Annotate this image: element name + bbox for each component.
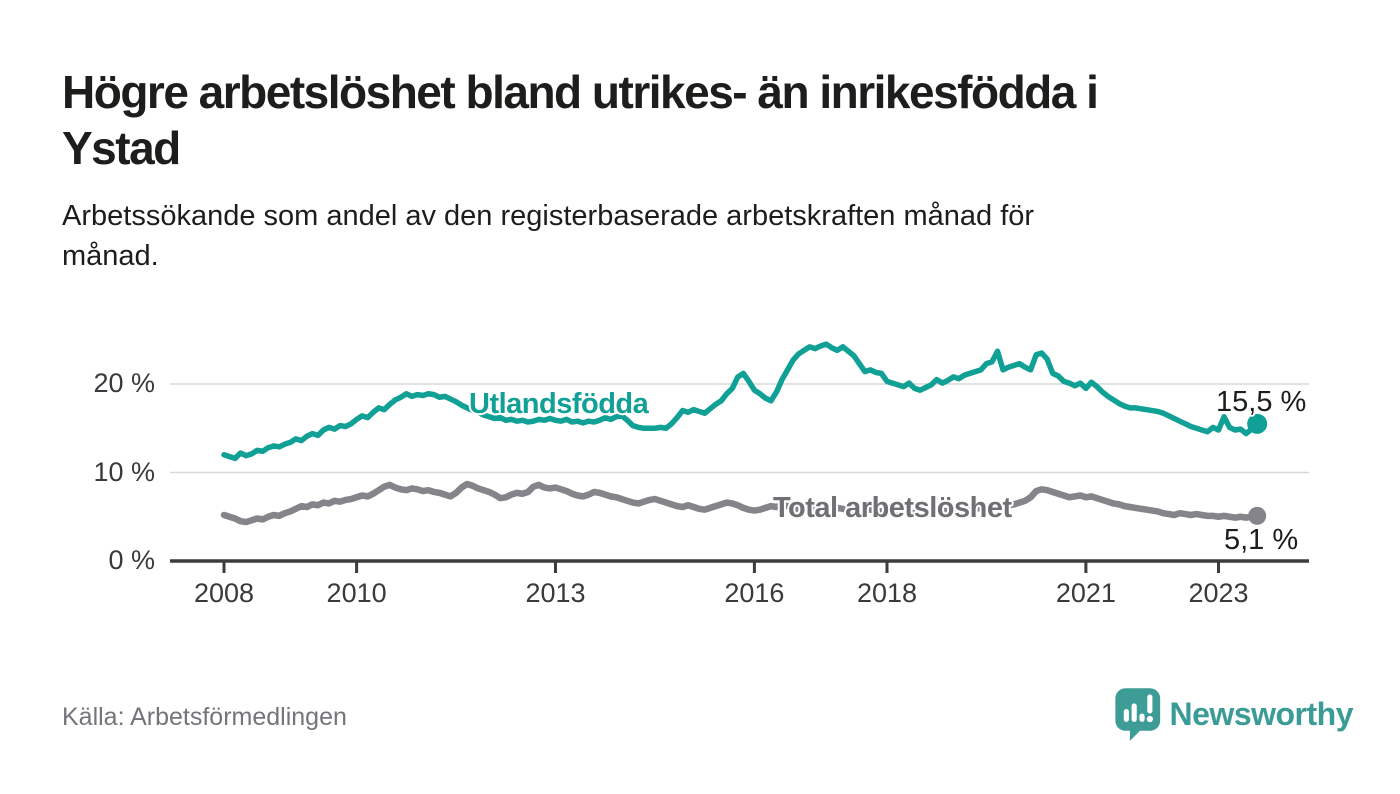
newsworthy-bubble-chart-icon <box>1115 688 1161 741</box>
y-tick-label: 20 % <box>93 368 155 398</box>
end-value-label-utlandsfodda: 15,5 % <box>1216 386 1307 418</box>
x-tick-label: 2016 <box>724 578 785 608</box>
end-value-label-total: 5,1 % <box>1224 524 1299 556</box>
series-label-utlandsfodda: Utlandsfödda <box>469 388 649 420</box>
x-tick-label: 2008 <box>193 578 255 608</box>
x-tick-label: 2018 <box>856 578 918 608</box>
page-title: Högre arbetslöshet bland utrikes- än inr… <box>62 66 1099 174</box>
y-tick-label: 10 % <box>93 456 155 487</box>
brand-name: Newsworthy <box>1169 695 1354 732</box>
series-label-total-arbetsloshet: Total arbetslöshet <box>773 492 1012 524</box>
source-note: Källa: Arbetsförmedlingen <box>62 703 347 731</box>
y-tick-label: 0 % <box>108 545 155 575</box>
x-tick-label: 2021 <box>1055 578 1116 608</box>
x-tick-label: 2013 <box>525 578 586 608</box>
x-tick-label: 2010 <box>326 578 387 608</box>
x-tick-label: 2023 <box>1188 578 1249 608</box>
page-subtitle: Arbetssökande som andel av den registerb… <box>62 200 1035 272</box>
newsworthy-logo[interactable]: Newsworthy <box>1113 686 1354 742</box>
